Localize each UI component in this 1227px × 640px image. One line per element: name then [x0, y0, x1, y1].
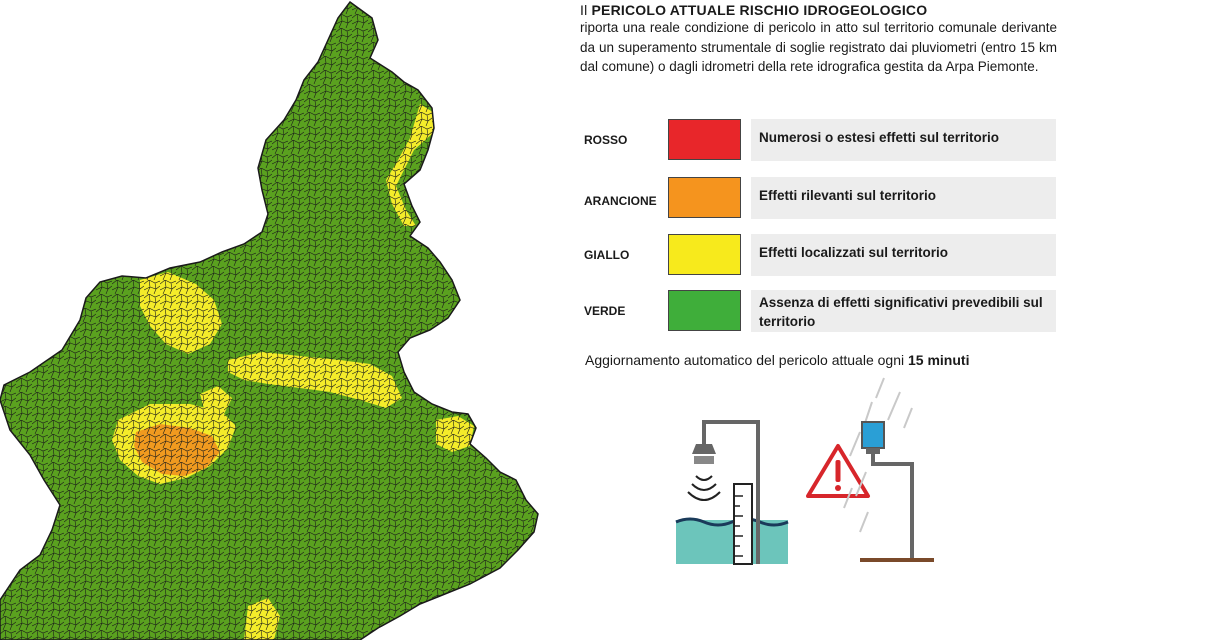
legend-label: GIALLO	[584, 248, 630, 262]
update-interval: 15 minuti	[908, 352, 970, 368]
legend-text: Effetti localizzati sul territorio	[751, 234, 1056, 276]
legend-row-arancione: ARANCIONE Effetti rilevanti sul territor…	[580, 177, 1060, 221]
legend-label: ROSSO	[584, 133, 628, 147]
info-panel: Il PERICOLO ATTUALE RISCHIO IDROGEOLOGIC…	[580, 0, 1060, 368]
title-bold: PERICOLO ATTUALE RISCHIO IDROGEOLOGICO	[591, 2, 928, 18]
legend-label: ARANCIONE	[584, 194, 657, 208]
legend-swatch	[668, 234, 741, 275]
region-map	[0, 1, 539, 640]
legend-row-giallo: GIALLO Effetti localizzati sul territori…	[580, 234, 1060, 278]
municipality-borders	[0, 2, 538, 640]
panel-title: Il PERICOLO ATTUALE RISCHIO IDROGEOLOGIC…	[580, 2, 1060, 18]
legend-text: Effetti rilevanti sul territorio	[751, 177, 1056, 219]
panel-description: riporta una reale condizione di pericolo…	[580, 20, 1057, 74]
illustration	[675, 377, 934, 565]
legend-row-rosso: ROSSO Numerosi o estesi effetti sul terr…	[580, 119, 1060, 163]
legend-swatch	[668, 177, 741, 218]
legend-text: Assenza di effetti significativi prevedi…	[751, 290, 1056, 332]
legend-row-verde: VERDE Assenza di effetti significativi p…	[580, 290, 1060, 334]
legend-swatch	[668, 119, 741, 160]
legend-text: Numerosi o estesi effetti sul territorio	[751, 119, 1056, 161]
update-note: Aggiornamento automatico del pericolo at…	[585, 352, 969, 368]
update-text: Aggiornamento automatico del pericolo at…	[585, 352, 905, 368]
hydrometer-icon	[675, 420, 789, 565]
warning-icon	[806, 444, 870, 498]
title-lead: Il	[580, 2, 588, 18]
legend-label: VERDE	[584, 304, 626, 318]
legend-swatch	[668, 290, 741, 331]
rain-gauge-icon	[843, 377, 934, 562]
